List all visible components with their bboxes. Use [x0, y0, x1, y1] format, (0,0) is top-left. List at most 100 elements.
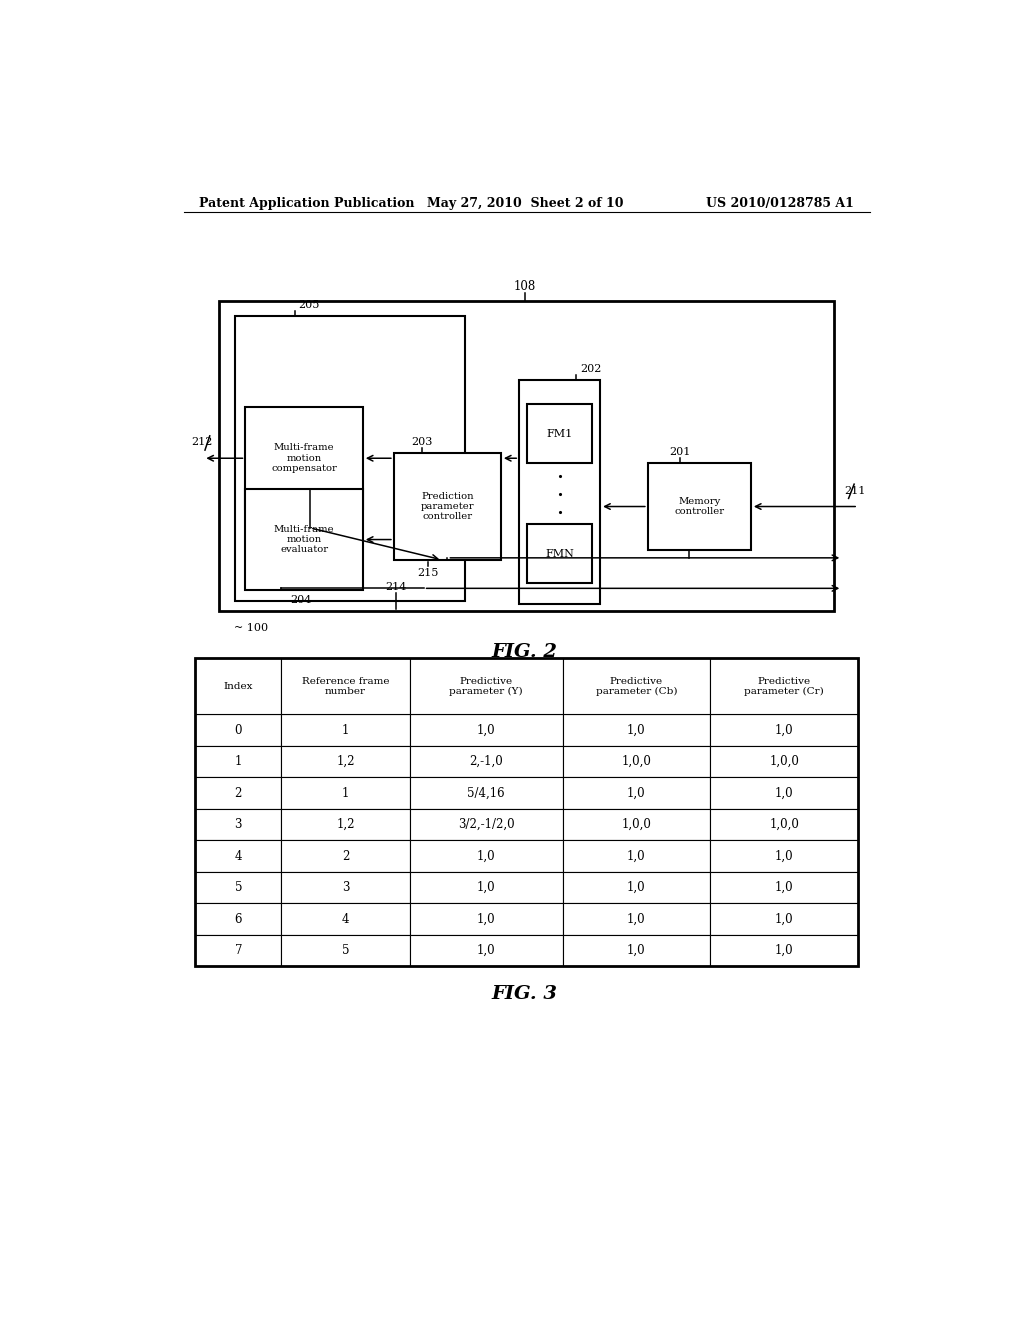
Bar: [711, 777, 858, 809]
Bar: [282, 873, 410, 903]
Text: May 27, 2010  Sheet 2 of 10: May 27, 2010 Sheet 2 of 10: [427, 197, 623, 210]
Text: 1: 1: [234, 755, 242, 768]
Text: Index: Index: [223, 682, 253, 690]
Text: 1,0,0: 1,0,0: [769, 818, 799, 832]
Text: 3: 3: [234, 818, 242, 832]
Bar: [562, 809, 711, 841]
Bar: [282, 746, 410, 777]
Text: 1,2: 1,2: [336, 755, 355, 768]
Text: 1: 1: [342, 723, 349, 737]
Bar: [196, 659, 858, 966]
Bar: [562, 841, 711, 873]
Bar: [246, 488, 362, 590]
Text: 2,-1,0: 2,-1,0: [469, 755, 503, 768]
Text: 202: 202: [581, 364, 602, 374]
Text: Prediction
parameter
controller: Prediction parameter controller: [421, 491, 474, 521]
Bar: [246, 408, 362, 510]
Text: 1,0: 1,0: [477, 723, 496, 737]
Text: 7: 7: [234, 944, 242, 957]
Text: 1: 1: [342, 787, 349, 800]
Text: 215: 215: [418, 568, 438, 578]
Text: 3: 3: [342, 882, 349, 894]
Text: 1,0: 1,0: [627, 787, 646, 800]
Bar: [410, 903, 562, 935]
Text: 1,0,0: 1,0,0: [622, 755, 651, 768]
Text: 1,0: 1,0: [477, 912, 496, 925]
Text: 203: 203: [411, 437, 432, 447]
Bar: [196, 777, 282, 809]
Bar: [562, 873, 711, 903]
Bar: [711, 714, 858, 746]
Text: 2: 2: [342, 850, 349, 863]
Text: Memory
controller: Memory controller: [675, 496, 724, 516]
Bar: [282, 809, 410, 841]
Bar: [410, 935, 562, 966]
Bar: [196, 841, 282, 873]
Bar: [219, 301, 835, 611]
Text: 1,2: 1,2: [336, 818, 355, 832]
Text: 1,0: 1,0: [775, 723, 794, 737]
Bar: [282, 659, 410, 714]
Text: 108: 108: [514, 280, 536, 293]
Text: 1,0: 1,0: [627, 912, 646, 925]
Bar: [196, 809, 282, 841]
Text: FIG. 3: FIG. 3: [492, 985, 558, 1003]
Text: 1,0: 1,0: [627, 723, 646, 737]
Text: Patent Application Publication: Patent Application Publication: [200, 197, 415, 210]
Text: ~ 100: ~ 100: [233, 623, 267, 632]
Bar: [562, 659, 711, 714]
Text: Predictive
parameter (Cr): Predictive parameter (Cr): [744, 677, 824, 696]
Text: 4: 4: [234, 850, 242, 863]
Bar: [282, 777, 410, 809]
Text: 212: 212: [191, 437, 213, 447]
Text: 201: 201: [669, 447, 690, 457]
Bar: [394, 453, 501, 560]
Bar: [562, 746, 711, 777]
Text: 1,0: 1,0: [477, 944, 496, 957]
Bar: [282, 935, 410, 966]
Text: 214: 214: [386, 582, 407, 593]
Text: 1,0: 1,0: [627, 882, 646, 894]
Bar: [410, 841, 562, 873]
Bar: [410, 746, 562, 777]
Bar: [196, 659, 282, 714]
Bar: [711, 659, 858, 714]
Text: 0: 0: [234, 723, 242, 737]
Text: 5: 5: [234, 882, 242, 894]
Text: Reference frame
number: Reference frame number: [302, 677, 389, 696]
Bar: [711, 935, 858, 966]
Text: 6: 6: [234, 912, 242, 925]
Text: FIG. 2: FIG. 2: [492, 643, 558, 661]
Bar: [711, 873, 858, 903]
Text: 1,0: 1,0: [775, 944, 794, 957]
Bar: [196, 714, 282, 746]
Text: 5/4,16: 5/4,16: [467, 787, 505, 800]
Text: Predictive
parameter (Y): Predictive parameter (Y): [450, 677, 523, 696]
Text: 4: 4: [342, 912, 349, 925]
Bar: [562, 777, 711, 809]
Bar: [711, 746, 858, 777]
Bar: [282, 841, 410, 873]
Text: Predictive
parameter (Cb): Predictive parameter (Cb): [596, 677, 677, 696]
Bar: [236, 315, 465, 601]
Bar: [711, 903, 858, 935]
Bar: [282, 714, 410, 746]
Bar: [196, 935, 282, 966]
Bar: [562, 903, 711, 935]
Text: FMN: FMN: [546, 549, 574, 558]
Bar: [519, 380, 600, 603]
Text: 204: 204: [291, 595, 311, 606]
Text: 211: 211: [844, 486, 865, 496]
Bar: [410, 714, 562, 746]
Text: 1,0,0: 1,0,0: [622, 818, 651, 832]
Bar: [562, 935, 711, 966]
Bar: [648, 463, 751, 549]
Text: 3/2,-1/2,0: 3/2,-1/2,0: [458, 818, 515, 832]
Bar: [410, 809, 562, 841]
Bar: [562, 714, 711, 746]
Text: 1,0: 1,0: [775, 882, 794, 894]
Text: US 2010/0128785 A1: US 2010/0128785 A1: [707, 197, 854, 210]
Bar: [711, 809, 858, 841]
Text: 1,0: 1,0: [775, 787, 794, 800]
Text: 1,0: 1,0: [627, 944, 646, 957]
